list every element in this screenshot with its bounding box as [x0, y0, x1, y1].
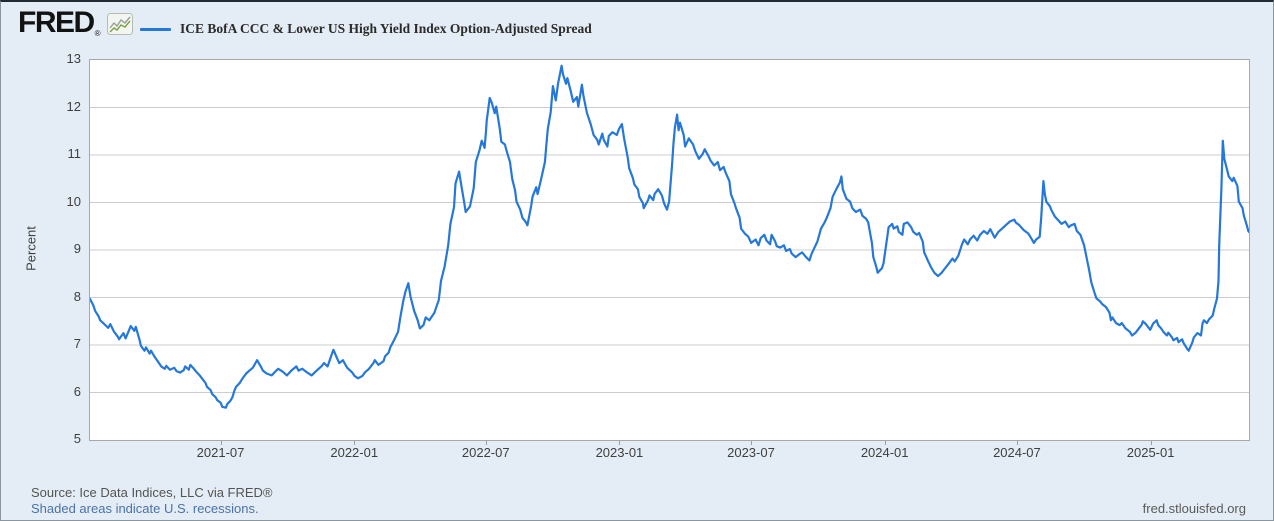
recession-note-link[interactable]: Shaded areas indicate U.S. recessions.	[31, 501, 259, 516]
y-tick-label: 11	[67, 146, 82, 161]
registered-trademark: ®	[94, 29, 101, 38]
x-tick-label: 2022-07	[461, 445, 510, 460]
y-tick-label: 9	[73, 241, 81, 256]
fred-site-link[interactable]: fred.stlouisfed.org	[1142, 501, 1246, 516]
x-tick-label: 2022-01	[330, 445, 379, 460]
fred-logo[interactable]: FRED ®	[18, 6, 133, 40]
x-tick-mark	[354, 440, 355, 445]
plot-area[interactable]	[89, 59, 1250, 441]
y-tick-label: 10	[66, 193, 81, 209]
x-tick-label: 2023-07	[727, 445, 775, 460]
x-tick-label: 2024-01	[860, 445, 909, 460]
x-tick-mark	[885, 440, 886, 445]
x-tick-label: 2024-07	[993, 445, 1041, 460]
y-tick-label: 12	[66, 98, 81, 114]
y-tick-label: 6	[73, 383, 81, 399]
y-axis-title: Percent	[23, 226, 39, 271]
x-tick-mark	[1017, 440, 1018, 445]
fred-sparkline-icon	[106, 13, 133, 40]
x-tick-label: 2025-01	[1126, 445, 1175, 460]
fred-logo-text: FRED	[18, 6, 95, 39]
x-tick-mark	[751, 440, 752, 445]
x-tick-mark	[221, 440, 222, 445]
x-tick-mark	[1151, 440, 1152, 445]
legend-line-swatch	[140, 27, 171, 31]
x-tick-label: 2021-07	[196, 445, 245, 460]
chart-legend: ICE BofA CCC & Lower US High Yield Index…	[140, 16, 592, 42]
x-tick-mark	[486, 440, 487, 445]
x-tick-mark	[619, 440, 620, 445]
x-tick-label: 2023-01	[595, 445, 644, 460]
series-line-chart[interactable]	[90, 60, 1249, 440]
y-tick-label: 5	[73, 431, 81, 446]
source-text: Source: Ice Data Indices, LLC via FRED®	[31, 485, 273, 500]
legend-series-label: ICE BofA CCC & Lower US High Yield Index…	[180, 21, 592, 36]
y-tick-label: 8	[73, 288, 81, 304]
y-tick-label: 13	[66, 51, 81, 66]
y-tick-label: 7	[73, 336, 81, 351]
